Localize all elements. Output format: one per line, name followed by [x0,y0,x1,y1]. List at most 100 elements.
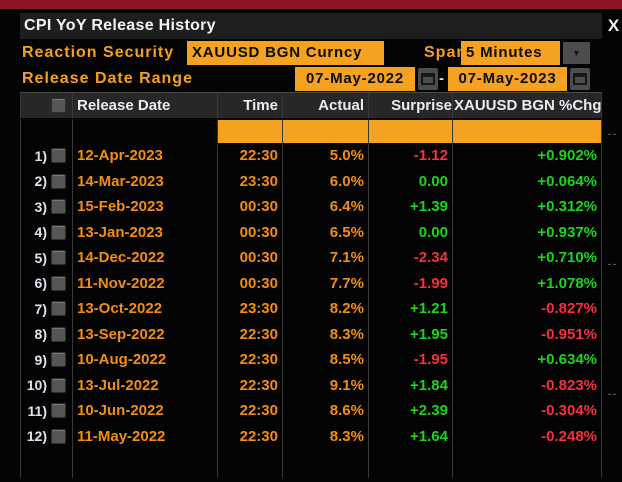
release-date-cell[interactable]: 11-May-2022 [73,423,218,449]
row-checkbox[interactable] [51,275,66,291]
time-cell: 23:30 [218,168,283,194]
reaction-cell: -0.951% [453,321,602,347]
reaction-security-input[interactable]: XAUUSD BGN Curncy [187,41,384,65]
actual-cell: 6.5% [283,219,369,245]
row-checkbox[interactable] [51,250,66,266]
date-range-separator: - [439,70,444,87]
release-date-cell[interactable]: 10-Jun-2022 [73,398,218,424]
row-select-cell: 12) [20,423,73,449]
calendar-icon[interactable] [418,68,438,90]
row-number: 10) [26,377,47,394]
actual-cell: 8.3% [283,321,369,347]
header-select-cell [20,92,73,118]
row-number: 1) [34,147,47,164]
span-label: Span [424,44,468,61]
release-date-cell[interactable]: 13-Jan-2023 [73,219,218,245]
filter-cell-surprise[interactable] [369,118,453,143]
chevron-down-icon: ▼ [572,48,581,58]
row-checkbox[interactable] [51,403,66,419]
release-date-cell[interactable]: 11-Nov-2022 [73,270,218,296]
time-cell: 23:30 [218,296,283,322]
filler-cell-first [20,449,73,478]
header-reaction[interactable]: XAUUSD BGN %Chg [453,92,602,118]
row-checkbox[interactable] [51,224,66,240]
reaction-cell: -0.823% [453,372,602,398]
release-date-cell[interactable]: 14-Mar-2023 [73,168,218,194]
row-select-cell: 7) [20,296,73,322]
reaction-cell: -0.304% [453,398,602,424]
release-date-cell[interactable]: 13-Sep-2022 [73,321,218,347]
time-cell: 22:30 [218,372,283,398]
actual-cell: 9.1% [283,372,369,398]
actual-cell: 8.5% [283,347,369,373]
row-select-cell: 3) [20,194,73,220]
date-from-input[interactable]: 07-May-2022 [295,67,415,91]
close-icon[interactable]: X [607,16,620,35]
actual-cell: 8.6% [283,398,369,424]
release-date-cell[interactable]: 15-Feb-2023 [73,194,218,220]
scroll-marker: -- [608,389,618,399]
header-release-date[interactable]: Release Date [73,92,218,118]
actual-cell: 7.7% [283,270,369,296]
header-actual[interactable]: Actual [283,92,369,118]
row-select-cell: 11) [20,398,73,424]
row-select-cell: 9) [20,347,73,373]
filter-cell-actual[interactable] [283,118,369,143]
filter-cell-release-date [73,118,218,143]
span-dropdown-button[interactable]: ▼ [563,42,590,64]
row-checkbox[interactable] [51,148,66,164]
actual-cell: 8.2% [283,296,369,322]
row-checkbox[interactable] [51,352,66,368]
calendar-icon[interactable] [570,68,590,90]
surprise-cell: 0.00 [369,168,453,194]
time-cell: 22:30 [218,143,283,169]
row-checkbox[interactable] [51,173,66,189]
actual-cell: 5.0% [283,143,369,169]
release-date-cell[interactable]: 13-Jul-2022 [73,372,218,398]
row-number: 2) [34,173,47,190]
row-select-cell: 1) [20,143,73,169]
row-number: 6) [34,275,47,292]
reaction-cell: +0.634% [453,347,602,373]
surprise-cell: 0.00 [369,219,453,245]
surprise-cell: +1.64 [369,423,453,449]
span-select[interactable]: 5 Minutes [461,41,560,65]
window-top-accent-bar [0,0,622,9]
filler-cell [453,449,602,478]
reaction-security-row: Reaction Security XAUUSD BGN Curncy Span… [20,41,602,65]
row-checkbox[interactable] [51,199,66,215]
release-date-cell[interactable]: 14-Dec-2022 [73,245,218,271]
release-date-cell[interactable]: 10-Aug-2022 [73,347,218,373]
row-checkbox[interactable] [51,377,66,393]
surprise-cell: +1.95 [369,321,453,347]
time-cell: 00:30 [218,270,283,296]
date-to-input[interactable]: 07-May-2023 [448,67,567,91]
row-checkbox[interactable] [51,301,66,317]
time-cell: 00:30 [218,245,283,271]
filler-cell [369,449,453,478]
actual-cell: 6.0% [283,168,369,194]
scroll-marker: -- [608,129,618,139]
row-number: 8) [34,326,47,343]
reaction-security-label: Reaction Security [22,44,175,61]
time-cell: 00:30 [218,194,283,220]
release-date-cell[interactable]: 13-Oct-2022 [73,296,218,322]
row-checkbox[interactable] [51,326,66,342]
release-date-cell[interactable]: 12-Apr-2023 [73,143,218,169]
actual-cell: 6.4% [283,194,369,220]
reaction-cell: -0.248% [453,423,602,449]
filler-cell [283,449,369,478]
surprise-cell: +1.84 [369,372,453,398]
row-number: 12) [26,428,47,445]
surprise-cell: +1.21 [369,296,453,322]
select-all-checkbox[interactable] [51,98,66,113]
filter-cell-time[interactable] [218,118,283,143]
scroll-marker: -- [608,259,618,269]
row-select-cell: 8) [20,321,73,347]
header-surprise[interactable]: Surprise [369,92,453,118]
row-checkbox[interactable] [51,428,66,444]
filter-cell-reaction[interactable] [453,118,602,143]
header-time[interactable]: Time [218,92,283,118]
calendar-glyph [573,73,587,85]
